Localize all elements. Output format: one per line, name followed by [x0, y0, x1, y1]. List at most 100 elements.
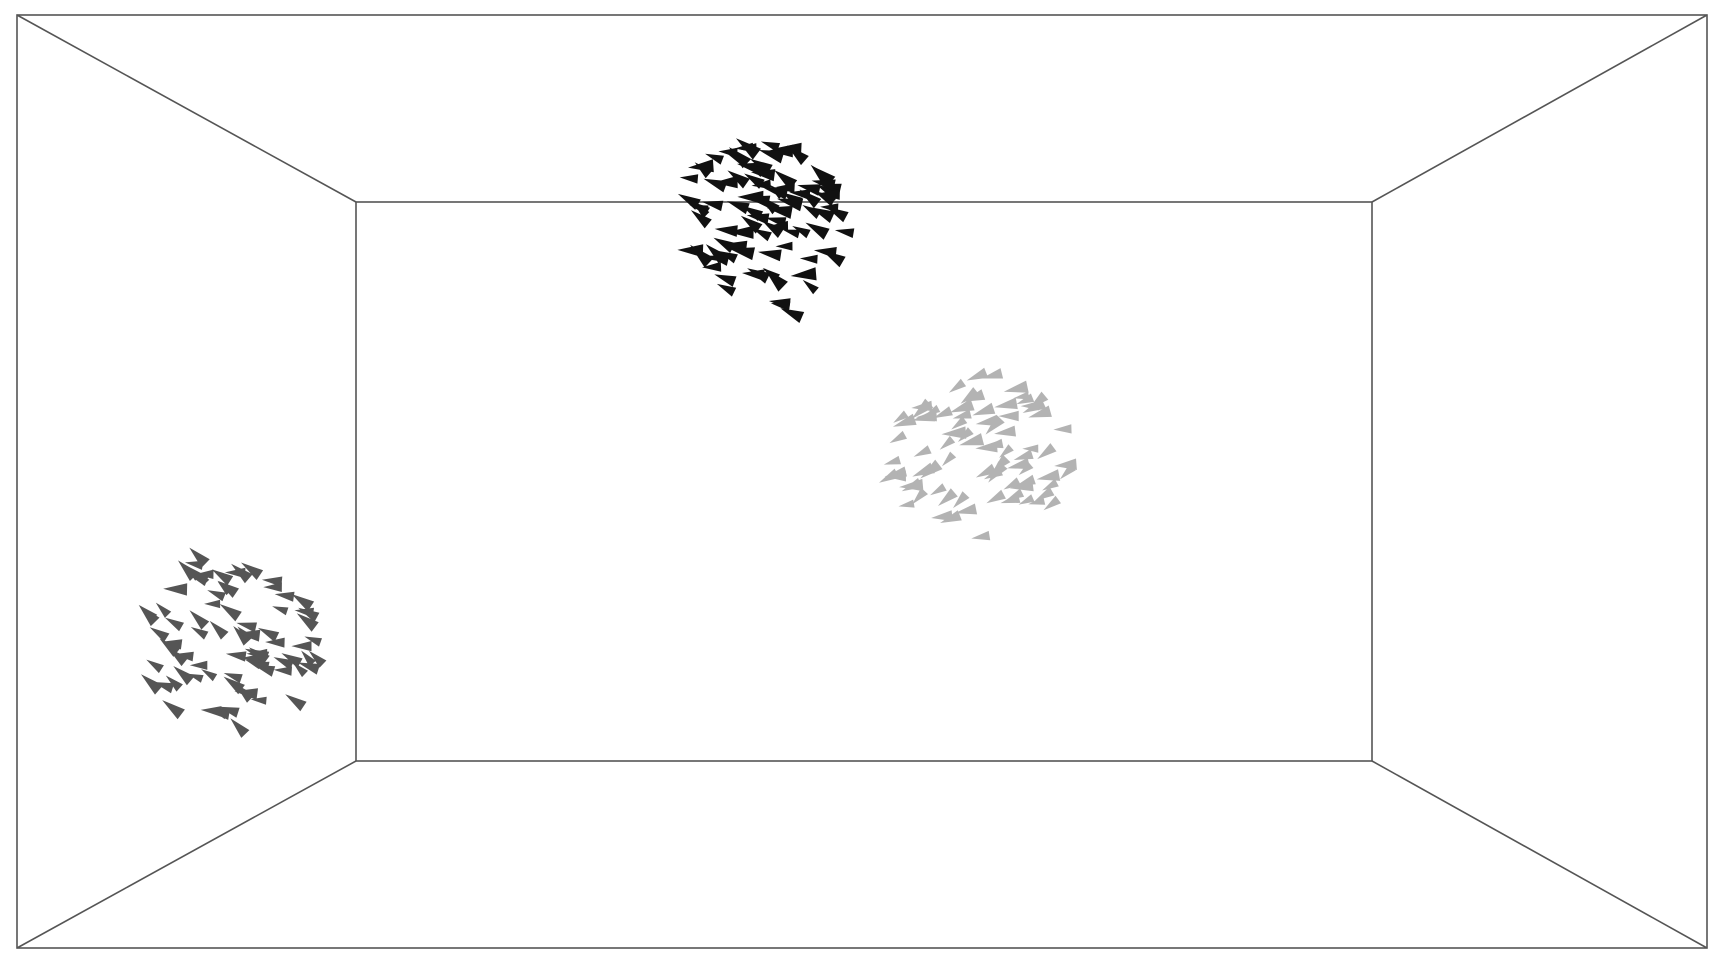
- outer-frame: [16, 14, 1708, 949]
- boid: [797, 184, 821, 196]
- boid: [1028, 496, 1046, 505]
- boid: [975, 415, 998, 426]
- boid: [163, 583, 188, 596]
- boid: [780, 308, 805, 323]
- boid: [713, 175, 738, 189]
- boid: [1018, 461, 1034, 476]
- boid: [204, 599, 221, 609]
- boid: [291, 594, 315, 612]
- boid: [716, 283, 737, 297]
- boid: [273, 657, 295, 670]
- boid: [744, 173, 765, 189]
- boid: [706, 253, 724, 262]
- boid: [236, 622, 257, 633]
- boid: [296, 613, 319, 632]
- boid: [962, 389, 986, 402]
- boid: [679, 174, 699, 184]
- boid: [162, 700, 185, 720]
- boid: [200, 706, 222, 717]
- boid: [999, 444, 1014, 458]
- boid: [257, 627, 280, 642]
- boid: [298, 607, 320, 623]
- boid: [775, 241, 793, 251]
- black-flock: [677, 138, 855, 323]
- boid: [297, 662, 321, 675]
- boid: [225, 651, 247, 662]
- boid: [727, 170, 750, 189]
- boid: [893, 410, 909, 423]
- boid: [954, 503, 978, 515]
- boid: [811, 179, 836, 192]
- boid: [223, 673, 243, 684]
- boid: [790, 267, 817, 281]
- boid: [1054, 458, 1077, 470]
- boid: [231, 563, 253, 584]
- boid: [879, 468, 900, 483]
- boid: [802, 279, 819, 295]
- boid: [189, 610, 210, 630]
- boid: [957, 427, 974, 442]
- boid: [759, 195, 780, 215]
- boid: [236, 629, 261, 642]
- boid: [304, 636, 322, 647]
- boid: [758, 150, 785, 164]
- boid: [789, 189, 811, 200]
- boid: [760, 141, 781, 153]
- boid: [253, 661, 270, 670]
- light-gray-flock: [879, 367, 1077, 541]
- boid: [951, 416, 968, 430]
- boid: [726, 201, 750, 215]
- boid: [738, 140, 757, 156]
- boid: [889, 430, 907, 444]
- boid: [930, 483, 947, 496]
- boid: [898, 499, 915, 508]
- boid: [960, 387, 980, 404]
- boid: [235, 683, 255, 703]
- boid: [727, 225, 754, 239]
- edge-bottom-left: [16, 760, 357, 949]
- boid: [690, 244, 714, 268]
- boid: [1013, 449, 1034, 460]
- boid: [762, 268, 780, 282]
- boid: [975, 441, 998, 453]
- boid: [774, 170, 798, 191]
- boid: [805, 222, 830, 240]
- boid: [758, 249, 782, 262]
- boid: [244, 648, 270, 664]
- boid: [1003, 477, 1021, 490]
- boid: [1013, 391, 1030, 400]
- boid: [219, 604, 242, 622]
- boid: [810, 207, 835, 223]
- boid: [189, 547, 210, 568]
- boid: [1016, 474, 1036, 486]
- boid: [702, 200, 724, 212]
- boid: [173, 666, 195, 686]
- boid: [165, 675, 183, 692]
- boid: [740, 215, 763, 234]
- boid: [949, 398, 975, 413]
- boid: [1007, 457, 1031, 470]
- boid: [694, 162, 712, 179]
- back-wall: [355, 201, 1373, 762]
- boid: [1053, 424, 1072, 434]
- boid: [939, 435, 956, 450]
- boid: [911, 398, 934, 419]
- boid: [948, 378, 967, 393]
- boid: [146, 659, 164, 674]
- boid: [792, 226, 811, 239]
- boid: [272, 606, 289, 616]
- boid: [899, 478, 924, 492]
- boid: [820, 203, 839, 213]
- boid: [245, 659, 262, 670]
- boid: [178, 560, 199, 581]
- boid: [941, 426, 967, 439]
- edge-top-left: [16, 14, 357, 203]
- boid: [834, 228, 855, 238]
- boid: [273, 666, 292, 676]
- boid: [983, 466, 1003, 480]
- boid: [775, 142, 802, 156]
- boid: [265, 637, 285, 648]
- boid: [261, 576, 283, 587]
- boid: [190, 627, 209, 640]
- boid: [292, 662, 308, 678]
